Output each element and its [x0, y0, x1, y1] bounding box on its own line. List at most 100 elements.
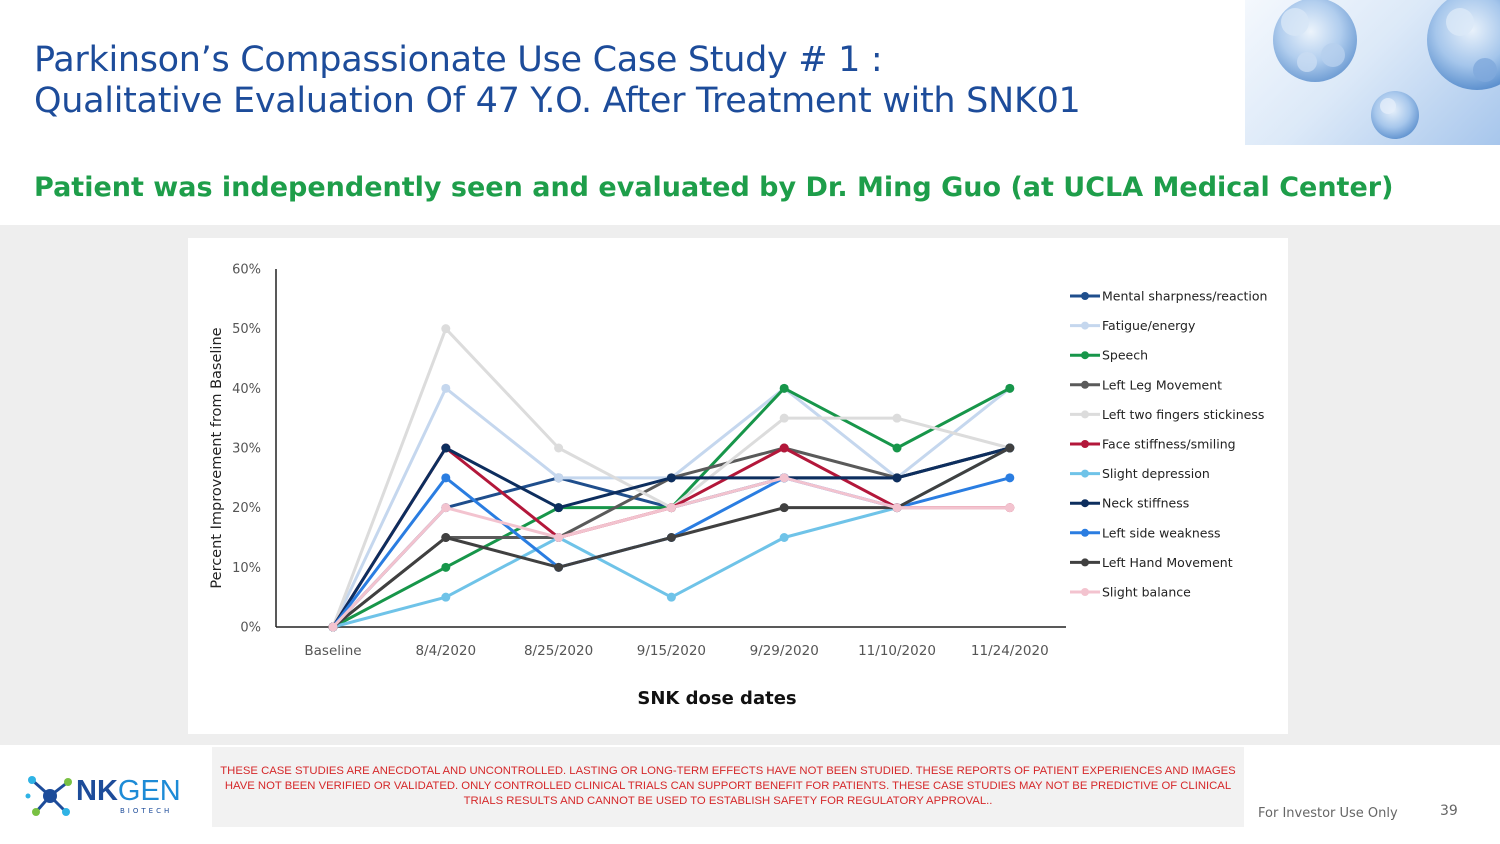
investor-use-label: For Investor Use Only — [1258, 806, 1398, 821]
legend-item: Neck stiffness — [1070, 496, 1189, 511]
data-point — [892, 413, 902, 423]
data-point — [666, 503, 676, 513]
legend-item: Left side weakness — [1070, 525, 1221, 540]
legend-swatch-marker — [1081, 410, 1089, 419]
legend-swatch-marker — [1081, 558, 1089, 567]
data-point — [554, 503, 564, 513]
y-tick-label: 20% — [232, 501, 261, 516]
legend-label: Speech — [1102, 348, 1148, 363]
logo-mark-icon — [25, 776, 72, 816]
data-point — [441, 473, 451, 483]
y-tick-label: 60% — [232, 263, 261, 278]
legend-swatch-marker — [1081, 380, 1089, 389]
data-point — [441, 592, 451, 602]
legend-label: Fatigue/energy — [1102, 318, 1196, 333]
x-tick-label: 9/29/2020 — [750, 643, 819, 659]
legend-item: Speech — [1070, 348, 1148, 363]
data-point — [441, 503, 451, 513]
data-point — [441, 443, 451, 453]
legend-item: Fatigue/energy — [1070, 318, 1196, 333]
data-point — [441, 324, 451, 334]
data-point — [1005, 473, 1015, 483]
legend-swatch-marker — [1081, 292, 1089, 300]
legend-item: Left Hand Movement — [1070, 555, 1233, 570]
data-point — [666, 473, 676, 483]
cell-small — [1371, 91, 1419, 139]
series-layer — [328, 324, 1015, 632]
series-9 — [328, 473, 1015, 632]
data-point — [328, 622, 338, 632]
slide-title: Parkinson’s Compassionate Use Case Study… — [34, 40, 1081, 122]
legend-swatch-marker — [1081, 321, 1089, 330]
y-tick-label: 50% — [232, 322, 261, 337]
line-chart: 0% 10% 20% 30% 40% 50% 60% Baseline 8/4/2020 8/2… — [209, 263, 1267, 710]
slide-title-line-2: Qualitative Evaluation Of 47 Y.O. After … — [34, 81, 1081, 121]
series-11 — [328, 473, 1015, 632]
legend-swatch-marker — [1081, 528, 1089, 537]
data-point — [554, 562, 564, 572]
legend-swatch-marker — [1081, 440, 1089, 448]
data-point — [1005, 503, 1015, 513]
data-point — [666, 533, 676, 542]
x-tick-label: 11/10/2020 — [858, 643, 936, 659]
legend-swatch-marker — [1081, 469, 1089, 478]
legend-label: Slight depression — [1102, 466, 1210, 481]
legend-item: Face stiffness/smiling — [1070, 437, 1236, 452]
legend-swatch-marker — [1081, 499, 1089, 508]
data-point — [441, 562, 451, 572]
chart-legend: Mental sharpness/reaction Fatigue/energy S… — [1070, 289, 1267, 600]
legend-item: Slight depression — [1070, 466, 1210, 481]
chart-panel: 0% 10% 20% 30% 40% 50% 60% Baseline 8/4/2020 8/2… — [188, 238, 1288, 734]
data-point — [892, 473, 902, 483]
data-point — [779, 503, 789, 513]
legend-swatch-marker — [1081, 351, 1089, 360]
cell-illustration — [1245, 0, 1500, 145]
data-point — [779, 383, 789, 393]
y-tick-label: 30% — [232, 442, 261, 457]
legend-label: Face stiffness/smiling — [1102, 437, 1236, 452]
data-point — [441, 533, 451, 542]
legend-label: Left Leg Movement — [1102, 377, 1222, 392]
page-number: 39 — [1440, 803, 1458, 819]
legend-item: Mental sharpness/reaction — [1070, 289, 1267, 304]
logo-subtext: BIOTECH — [120, 807, 173, 815]
legend-label: Left side weakness — [1102, 525, 1221, 540]
data-point — [441, 383, 451, 393]
cell-edge — [1427, 0, 1500, 90]
data-point — [779, 473, 789, 483]
legend-item: Slight balance — [1070, 585, 1191, 600]
data-point — [554, 443, 564, 453]
legend-label: Left Hand Movement — [1102, 555, 1233, 570]
legend-swatch-marker — [1081, 588, 1089, 596]
x-tick-label: 8/25/2020 — [524, 643, 593, 659]
slide-title-line-1: Parkinson’s Compassionate Use Case Study… — [34, 40, 883, 80]
data-point — [1005, 443, 1015, 453]
logo-word-gen: GEN — [117, 775, 181, 807]
data-point — [1005, 383, 1015, 393]
y-axis-ticks: 0% 10% 20% 30% 40% 50% 60% — [232, 263, 261, 636]
data-point — [666, 592, 676, 602]
data-point — [554, 473, 564, 483]
x-tick-label: 8/4/2020 — [415, 643, 476, 659]
logo-word-nk: NK — [76, 775, 118, 807]
y-tick-label: 0% — [240, 621, 261, 636]
legend-label: Mental sharpness/reaction — [1102, 289, 1267, 304]
slide-subtitle: Patient was independently seen and evalu… — [34, 172, 1394, 203]
y-tick-label: 10% — [232, 561, 261, 576]
x-tick-label: 9/15/2020 — [637, 643, 706, 659]
legend-label: Neck stiffness — [1102, 496, 1189, 511]
data-point — [779, 443, 789, 453]
company-logo: NKGEN BIOTECH — [24, 772, 189, 820]
legend-label: Slight balance — [1102, 585, 1191, 600]
data-point — [779, 533, 789, 542]
data-point — [892, 443, 902, 453]
legend-item: Left two fingers stickiness — [1070, 407, 1264, 422]
legend-label: Left two fingers stickiness — [1102, 407, 1264, 422]
logo-wordmark: NKGEN — [76, 775, 181, 807]
data-point — [554, 533, 564, 542]
x-tick-label: Baseline — [304, 643, 361, 659]
x-axis-label: SNK dose dates — [637, 688, 796, 709]
x-axis-ticks: Baseline 8/4/2020 8/25/2020 9/15/2020 9/29/2… — [304, 643, 1048, 659]
cell-large — [1273, 0, 1357, 82]
legend-item: Left Leg Movement — [1070, 377, 1222, 392]
